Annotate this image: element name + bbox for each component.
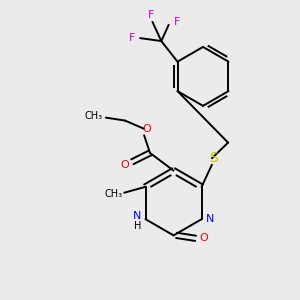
Text: H: H <box>134 221 141 231</box>
Text: O: O <box>200 233 208 243</box>
Text: F: F <box>129 33 135 43</box>
Text: CH₃: CH₃ <box>104 189 122 199</box>
Text: F: F <box>148 10 154 20</box>
Text: S: S <box>209 151 218 165</box>
Text: CH₃: CH₃ <box>84 111 103 121</box>
Text: F: F <box>174 17 180 27</box>
Text: O: O <box>121 160 129 170</box>
Text: N: N <box>133 211 141 221</box>
Text: O: O <box>143 124 152 134</box>
Text: N: N <box>206 214 214 224</box>
